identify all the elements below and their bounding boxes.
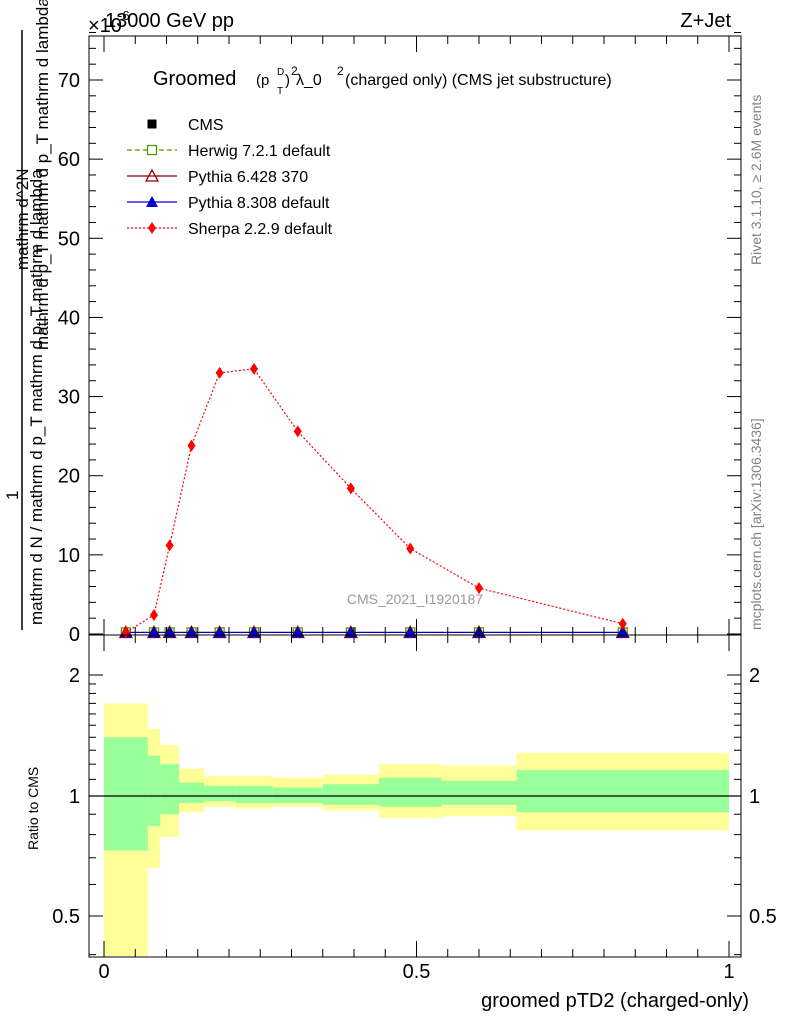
ratio-y-tick-label-right: 2	[749, 665, 760, 687]
y-label-numerator: 1	[3, 491, 22, 500]
legend-label: Pythia 6.428 370	[188, 169, 308, 186]
legend-marker	[148, 222, 156, 234]
ratio-plot-panel: 0.5 0.51 12 2 0 0.5 1	[52, 634, 777, 983]
analysis-watermark: CMS_2021_I1920187	[347, 591, 483, 607]
data-point	[618, 617, 627, 630]
ratio-y-tick-label-right: 1	[749, 786, 760, 808]
ratio-x-ticks: 0 0.5 1	[98, 635, 735, 983]
legend-item: Pythia 8.308 default	[127, 195, 330, 212]
data-point	[250, 362, 258, 375]
plot-title: Groomed (p D T ) 2 λ_0 2 (charged only) …	[153, 64, 612, 97]
y-label-inner-denominator: mathrm d p_T mathrm d p_T mathrm d lambd…	[33, 0, 52, 350]
main-x-ticks	[103, 36, 730, 635]
legend-marker	[146, 144, 158, 156]
legend-label: CMS	[188, 117, 224, 134]
y-exponent-base: ×10	[88, 15, 122, 37]
y-exponent: ×10 -6	[88, 8, 130, 37]
ratio-y-axis-label: Ratio to CMS	[25, 767, 41, 850]
y-exponent-power: -6	[118, 8, 130, 23]
legend-item: Pythia 6.428 370	[127, 168, 308, 186]
data-point	[215, 366, 224, 379]
main-y-tick-label: 60	[58, 149, 80, 171]
legend: CMS Herwig 7.2.1 default Pythia 6.428 370 P…	[127, 117, 333, 238]
legend-label: Herwig 7.2.1 default	[188, 143, 331, 160]
ratio-inner-band	[204, 785, 236, 802]
x-tick-label: 0	[98, 961, 109, 983]
ratio-y-tick-label: 1	[69, 786, 80, 808]
ratio-y-tick-label-right: 0.5	[749, 906, 777, 928]
ratio-y-tick-label: 2	[69, 665, 80, 687]
main-y-tick-label: 30	[58, 387, 80, 409]
ratio-inner-band	[104, 737, 148, 851]
main-y-tick-label: 20	[58, 466, 80, 488]
data-point	[293, 425, 302, 438]
ratio-inner-band	[322, 784, 379, 805]
legend-label: Sherpa 2.2.9 default	[188, 221, 333, 238]
data-point	[165, 539, 174, 552]
ratio-inner-band	[272, 787, 323, 804]
legend-item: Herwig 7.2.1 default	[127, 143, 331, 160]
main-y-tick-label: 70	[58, 70, 80, 92]
main-y-tick-label: 10	[58, 545, 80, 567]
x-tick-label: 0.5	[403, 961, 431, 983]
ratio-inner-band	[179, 782, 204, 804]
mcplots-reference-label: mcplots.cern.ch [arXiv:1306.3436]	[748, 418, 764, 630]
legend-item: Sherpa 2.2.9 default	[127, 221, 333, 238]
plot-title-close: )	[285, 72, 290, 89]
main-y-ticks: 0 10 20 30 40 50 60 70	[58, 32, 741, 646]
plot-title-sup-d: D	[277, 67, 284, 78]
plot-title-sup-2b: 2	[337, 64, 344, 78]
x-axis-label: groomed pTD2 (charged-only)	[481, 990, 749, 1012]
ratio-inner-band	[235, 785, 273, 804]
process-label: Z+Jet	[680, 10, 731, 32]
rivet-version-label: Rivet 3.1.10, ≥ 2.6M events	[748, 95, 764, 265]
ratio-inner-band	[147, 755, 161, 827]
plot-title-rest: λ_0	[296, 72, 322, 89]
legend-item: CMS	[147, 117, 224, 134]
ratio-inner-band	[441, 780, 517, 805]
plot-title-sup-2: 2	[291, 64, 298, 78]
legend-marker	[144, 168, 160, 182]
main-plot-frame	[88, 35, 742, 636]
data-point	[346, 482, 355, 495]
main-y-axis-label: mathrm d N / mathrm d p_T mathrm d p_T m…	[3, 0, 52, 630]
main-y-tick-label: 0	[69, 624, 80, 646]
data-point	[475, 582, 483, 595]
main-y-tick-label: 50	[58, 228, 80, 250]
y-label-denominator: mathrm d N / mathrm d p_T mathrm d p_T m…	[27, 169, 46, 625]
series-sherpa-2-2-9-default	[121, 362, 627, 639]
plot-title-tail: (charged only) (CMS jet substructure)	[345, 72, 612, 89]
ratio-band-layer	[89, 703, 741, 956]
plot-title-main: Groomed	[153, 68, 236, 90]
main-y-tick-label: 40	[58, 307, 80, 329]
data-point	[406, 542, 415, 555]
ratio-y-tick-label: 0.5	[52, 906, 80, 928]
plot-title-sub-t: T	[277, 86, 283, 97]
plot-title-p: (p	[256, 72, 269, 89]
main-plot-panel: 0 10 20 30 40 50 60 70	[58, 32, 742, 646]
series-line	[125, 368, 623, 633]
data-point	[187, 439, 196, 452]
ratio-inner-band	[379, 777, 442, 807]
y-label-inner-numerator: mathrm d^2N	[13, 168, 32, 270]
legend-marker	[147, 119, 157, 129]
energy-label: 13000 GeV pp	[105, 10, 234, 32]
legend-marker	[146, 196, 158, 207]
ratio-inner-band	[160, 764, 179, 815]
ratio-y-ticks: 0.5 0.5 1 1 2 2	[52, 665, 777, 956]
x-tick-label: 1	[723, 961, 734, 983]
legend-label: Pythia 8.308 default	[188, 195, 330, 212]
data-point	[150, 609, 158, 622]
ratio-inner-band	[516, 770, 729, 813]
